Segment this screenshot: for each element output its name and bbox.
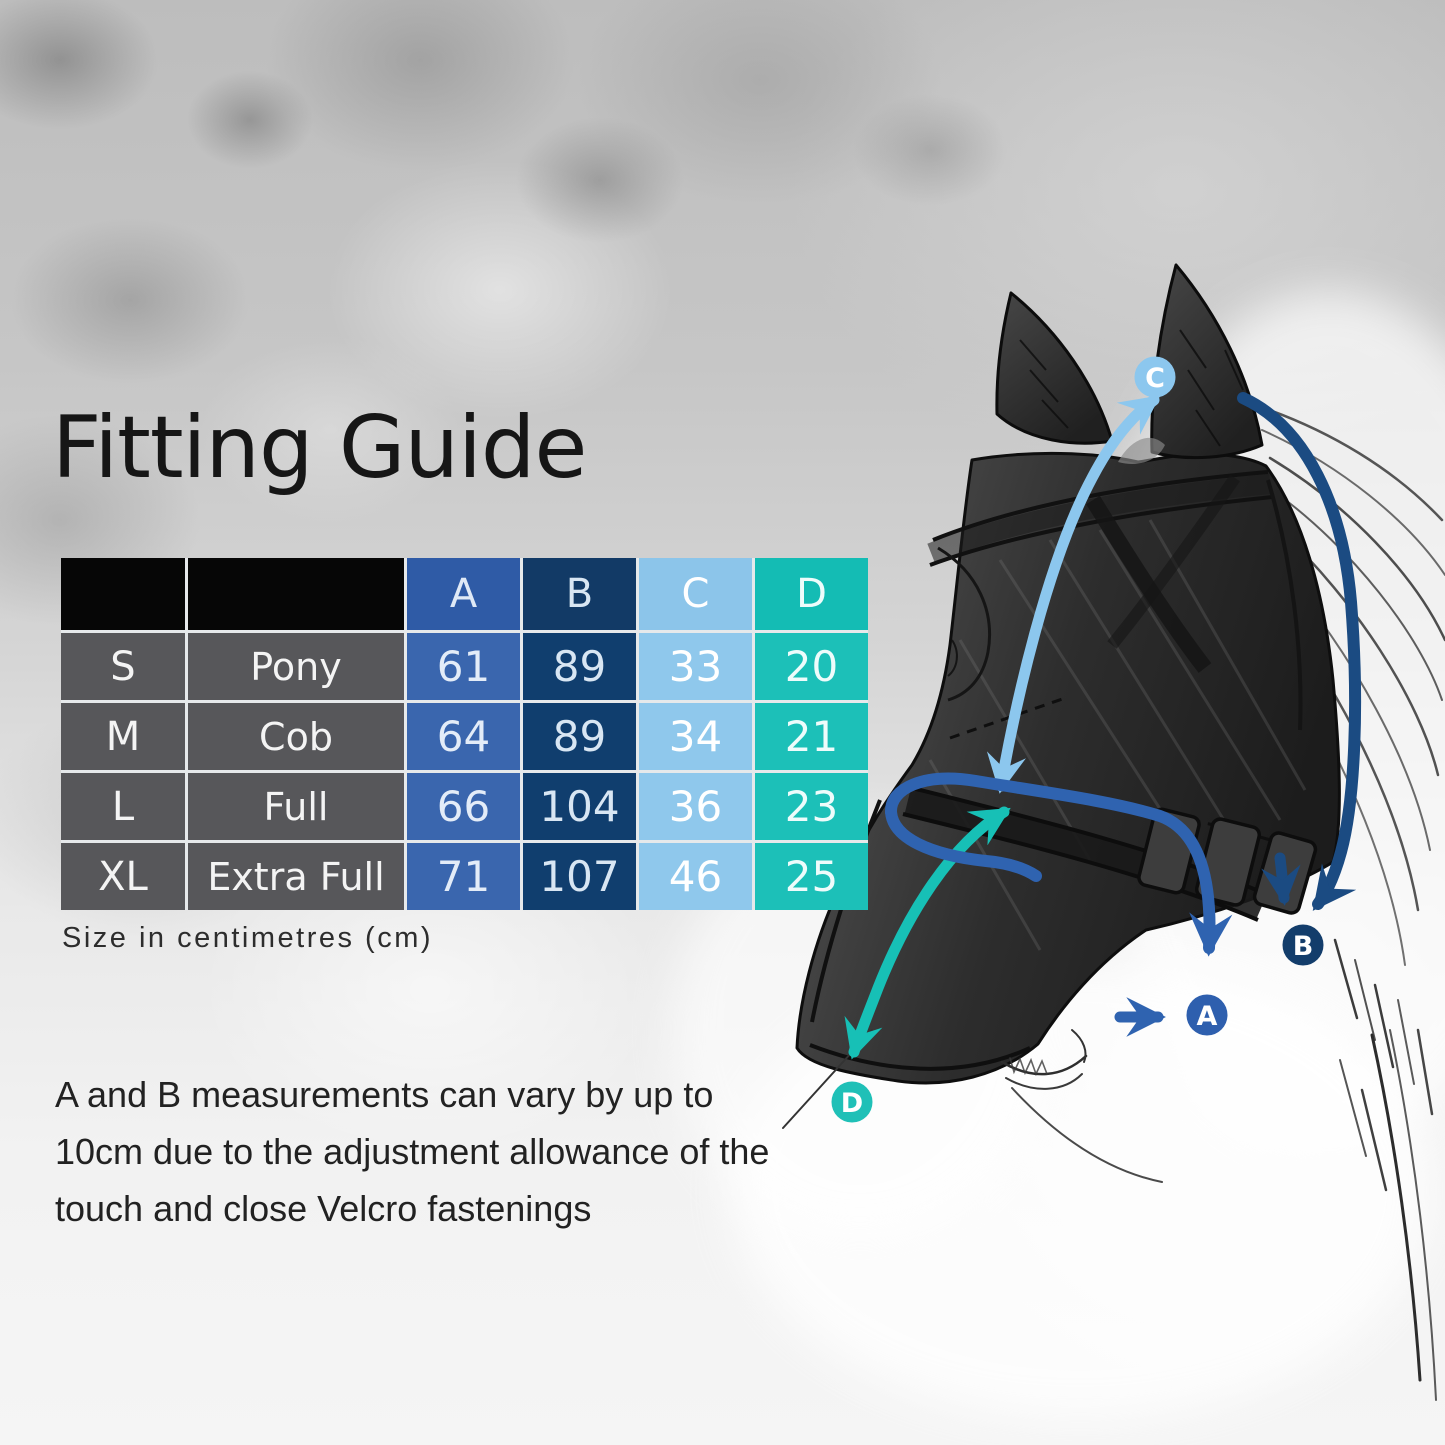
type-cell: Extra Full [188, 843, 404, 910]
measurement-cell-d: 23 [755, 773, 868, 840]
measurement-arrow-b [1237, 392, 1362, 911]
measurement-arrow-b-stub [1261, 852, 1301, 906]
measurement-cell-c: 34 [639, 703, 752, 770]
size-cell: S [61, 633, 185, 700]
measurement-cell-c: 46 [639, 843, 752, 910]
measurement-label-a: A [1186, 994, 1228, 1036]
measurement-arrows [844, 392, 1362, 1060]
measurement-arrow-d [844, 806, 1011, 1060]
measurement-cell-c: 36 [639, 773, 752, 840]
col-header-c: C [639, 558, 752, 630]
measurement-label-d: D [831, 1081, 873, 1123]
eye-dart-inner [947, 639, 958, 677]
col-header-a: A [407, 558, 520, 630]
measurement-cell-a: 61 [407, 633, 520, 700]
adjustment-footnote: A and B measurements can vary by up to 1… [55, 1066, 875, 1237]
size-cell: XL [61, 843, 185, 910]
footnote-line: touch and close Velcro fastenings [55, 1188, 592, 1229]
cheek-seam [1266, 479, 1303, 731]
measurement-cell-b: 89 [523, 703, 636, 770]
measurement-cell-c: 33 [639, 633, 752, 700]
unit-note: Size in centimetres (cm) [62, 922, 434, 954]
size-table: A B C D S Pony 61 89 33 20 M Cob 64 89 3… [61, 558, 868, 910]
size-cell: M [61, 703, 185, 770]
measurement-cell-b: 89 [523, 633, 636, 700]
right-ear [1150, 263, 1264, 460]
measurement-label-b: B [1282, 924, 1324, 966]
size-cell: L [61, 773, 185, 840]
measurement-cell-b: 104 [523, 773, 636, 840]
measurement-cell-b: 107 [523, 843, 636, 910]
measurement-cell-d: 20 [755, 633, 868, 700]
col-header-d: D [755, 558, 868, 630]
type-cell: Full [188, 773, 404, 840]
measurement-cell-a: 66 [407, 773, 520, 840]
svg-text:D: D [841, 1088, 863, 1119]
measurement-arrow-a-loop [885, 806, 1042, 882]
measurement-cell-d: 25 [755, 843, 868, 910]
measurement-cell-a: 71 [407, 843, 520, 910]
measurement-arrow-a [885, 772, 1233, 957]
mane-sketch [1253, 403, 1445, 1401]
page-title: Fitting Guide [52, 398, 587, 498]
measurement-cell-a: 64 [407, 703, 520, 770]
svg-text:C: C [1145, 363, 1165, 394]
measurement-labels: C B A D [831, 356, 1324, 1123]
size-col-header-blank [61, 558, 185, 630]
col-header-b: B [523, 558, 636, 630]
svg-text:B: B [1293, 931, 1314, 962]
type-col-header-blank [188, 558, 404, 630]
type-cell: Cob [188, 703, 404, 770]
measurement-label-c: C [1134, 356, 1176, 398]
measurement-cell-d: 21 [755, 703, 868, 770]
footnote-line: A and B measurements can vary by up to [55, 1074, 714, 1115]
footnote-line: 10cm due to the adjustment allowance of … [55, 1131, 770, 1172]
measurement-arrow-c [986, 394, 1161, 794]
type-cell: Pony [188, 633, 404, 700]
svg-text:A: A [1197, 1001, 1218, 1032]
left-ear [995, 291, 1114, 445]
